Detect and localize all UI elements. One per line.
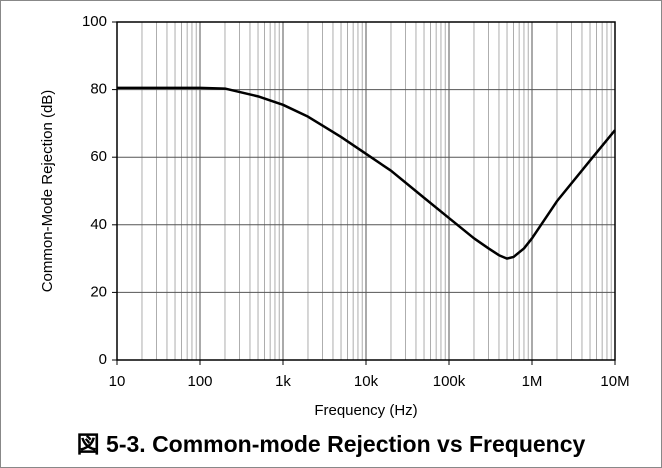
plot-border xyxy=(116,21,616,361)
x-tick-label: 10M xyxy=(600,373,629,390)
y-tick-label: 80 xyxy=(90,81,107,98)
data-line xyxy=(117,86,616,260)
x-axis-label: Frequency (Hz) xyxy=(314,402,417,419)
y-tick-label: 0 xyxy=(99,351,107,368)
y-tick-label: 60 xyxy=(90,148,107,165)
x-tick-label: 100k xyxy=(433,373,466,390)
x-tick-label: 10 xyxy=(109,373,126,390)
x-tick-label: 10k xyxy=(354,373,379,390)
x-tick-label: 100 xyxy=(187,373,212,390)
y-tick-label: 100 xyxy=(82,13,107,30)
caption: 図 5-3. Common-mode Rejection vs Frequenc… xyxy=(77,431,586,457)
y-axis-label: Common-Mode Rejection (dB) xyxy=(39,90,56,293)
x-tick-label: 1k xyxy=(275,373,291,390)
y-tick-label: 40 xyxy=(90,216,107,233)
x-tick-label: 1M xyxy=(522,373,543,390)
y-tick-label: 20 xyxy=(90,283,107,300)
